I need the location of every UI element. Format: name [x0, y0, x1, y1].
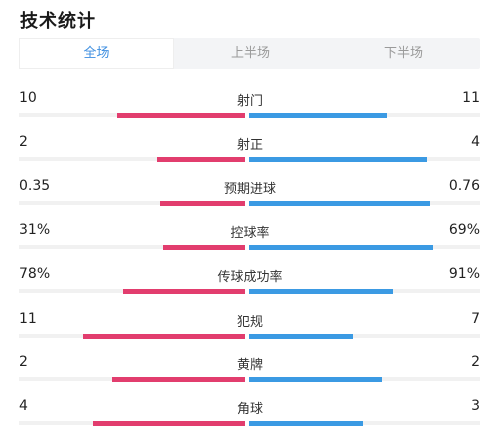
- stat-label: 控球率: [230, 226, 270, 241]
- home-value: 2: [19, 134, 28, 150]
- home-value: 4: [19, 398, 28, 414]
- stat-row: 78% 传球成功率 91%: [0, 266, 500, 306]
- away-track: [249, 334, 480, 338]
- stat-row: 2 黄牌 2: [0, 354, 500, 394]
- home-bar: [112, 377, 245, 382]
- away-bar: [249, 334, 353, 339]
- away-bar: [249, 201, 430, 206]
- home-track: [19, 245, 245, 249]
- away-value: 3: [471, 398, 480, 414]
- stat-row: 31% 控球率 69%: [0, 222, 500, 262]
- away-bar: [249, 113, 387, 118]
- stat-label: 射正: [236, 138, 263, 153]
- home-value: 78%: [19, 266, 51, 282]
- away-value: 0.76: [448, 178, 480, 194]
- tab-first-half[interactable]: 上半场: [230, 46, 270, 61]
- stat-label: 角球: [236, 402, 263, 417]
- home-bar: [157, 157, 245, 162]
- home-track: [19, 157, 245, 161]
- home-bar: [123, 289, 245, 294]
- away-value: 11: [462, 90, 480, 106]
- stat-label: 犯规: [236, 315, 263, 330]
- stat-row: 11 犯规 7: [0, 311, 500, 351]
- stat-label: 黄牌: [236, 358, 263, 373]
- stat-label: 预期进球: [223, 182, 276, 197]
- away-bar: [249, 245, 433, 250]
- away-value: 91%: [448, 266, 480, 282]
- home-bar: [117, 113, 245, 118]
- home-value: 11: [19, 311, 37, 327]
- away-value: 7: [471, 311, 480, 327]
- home-bar: [160, 201, 245, 206]
- away-bar: [249, 421, 363, 426]
- page-title: 技术统计: [20, 11, 96, 32]
- away-value: 2: [471, 354, 480, 370]
- away-bar: [249, 377, 382, 382]
- home-track: [19, 201, 245, 205]
- home-bar: [163, 245, 245, 250]
- stat-row: 2 射正 4: [0, 134, 500, 174]
- home-bar: [93, 421, 245, 426]
- stat-row: 0.35 预期进球 0.76: [0, 178, 500, 218]
- home-value: 31%: [19, 222, 51, 238]
- tab-full-match[interactable]: 全场: [19, 38, 174, 69]
- home-value: 0.35: [19, 178, 51, 194]
- stat-label: 传球成功率: [217, 270, 283, 285]
- home-value: 2: [19, 354, 28, 370]
- away-value: 4: [471, 134, 480, 150]
- stat-row: 4 角球 3: [0, 398, 500, 438]
- away-value: 69%: [448, 222, 480, 238]
- home-value: 10: [19, 90, 37, 106]
- away-bar: [249, 157, 427, 162]
- stat-row: 10 射门 11: [0, 90, 500, 130]
- away-track: [249, 421, 480, 425]
- tab-second-half[interactable]: 下半场: [383, 46, 423, 61]
- away-bar: [249, 289, 393, 294]
- period-tabs: 全场 上半场 下半场: [19, 38, 480, 69]
- stat-label: 射门: [236, 94, 263, 109]
- home-bar: [83, 334, 245, 339]
